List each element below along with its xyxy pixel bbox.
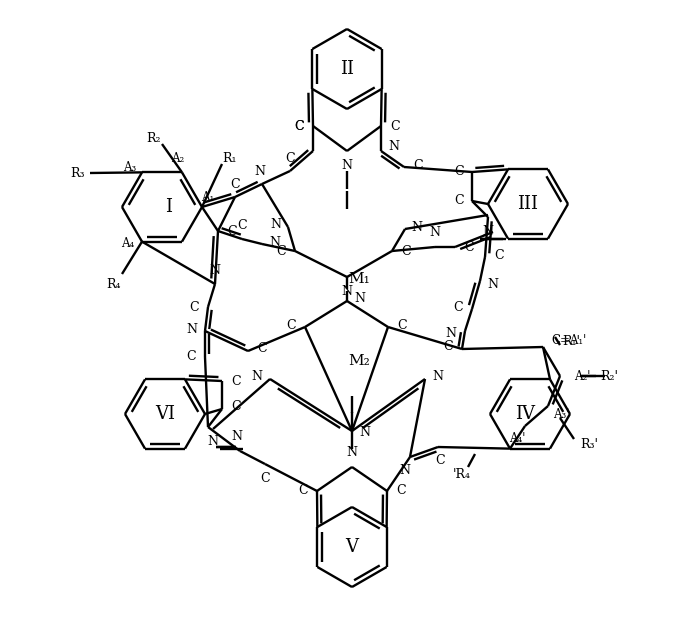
Text: III: III [518,195,539,213]
Text: N: N [208,435,218,448]
Text: C: C [230,178,240,191]
Text: N: N [432,371,443,384]
Text: A₃': A₃' [553,407,569,420]
Text: C: C [286,319,296,332]
Text: VI: VI [155,405,175,423]
Text: C: C [285,152,295,165]
Text: V: V [345,538,359,556]
Text: N: N [354,293,366,306]
Text: C: C [276,245,286,258]
Text: II: II [340,60,354,78]
Text: I: I [165,198,172,216]
Text: C: C [455,165,464,178]
Text: C: C [237,219,247,232]
Text: N: N [341,285,352,298]
Text: C: C [396,485,406,498]
Text: 'R₄: 'R₄ [453,467,471,480]
Text: N: N [359,426,370,439]
Text: C: C [257,342,267,355]
Text: M₂: M₂ [348,354,370,368]
Text: C: C [231,400,240,413]
Text: N: N [231,430,243,443]
Text: N: N [252,371,263,384]
Text: C: C [186,350,196,363]
Text: C: C [294,119,304,132]
Text: C: C [414,158,423,171]
Text: N: N [430,227,441,240]
Text: N: N [254,165,265,178]
Text: R₂: R₂ [147,131,161,144]
Text: C: C [189,300,199,313]
Text: N: N [411,220,423,233]
Text: A₁: A₁ [202,191,215,204]
Text: A₄': A₄' [509,431,525,444]
Text: N: N [270,217,281,230]
Text: N: N [445,326,457,339]
Text: C: C [435,454,445,467]
Text: N: N [209,264,220,277]
Text: N: N [487,277,498,290]
Text: C: C [401,245,411,258]
Text: N: N [186,322,197,335]
Text: R₄: R₄ [107,277,121,290]
Text: R₁: R₁ [223,152,237,165]
Text: N: N [347,446,357,459]
Text: C=A₁': C=A₁' [551,334,587,347]
Text: A₃: A₃ [124,161,137,174]
Text: N: N [341,158,352,171]
Text: R₃': R₃' [580,438,598,451]
Text: C: C [494,248,504,261]
Text: C: C [455,194,464,207]
Text: A₄: A₄ [122,237,135,250]
Text: C: C [443,340,453,353]
Text: C: C [464,241,474,254]
Text: N: N [400,464,411,477]
Text: A₂: A₂ [172,152,185,165]
Text: C: C [231,374,240,387]
Text: C: C [453,300,463,313]
Text: C: C [298,485,308,498]
Text: C: C [390,119,400,132]
Text: C: C [227,225,237,238]
Text: A₂': A₂' [574,370,590,383]
Text: C: C [294,119,304,132]
Text: R₃: R₃ [71,167,85,180]
Text: N: N [270,235,281,248]
Text: R₂': R₂' [600,370,618,383]
Text: R₁': R₁' [562,334,580,347]
Text: M₁: M₁ [348,272,370,286]
Text: C: C [260,472,270,485]
Text: C: C [397,319,407,332]
Text: N: N [482,225,493,238]
Text: IV: IV [515,405,535,423]
Text: N: N [389,139,400,152]
